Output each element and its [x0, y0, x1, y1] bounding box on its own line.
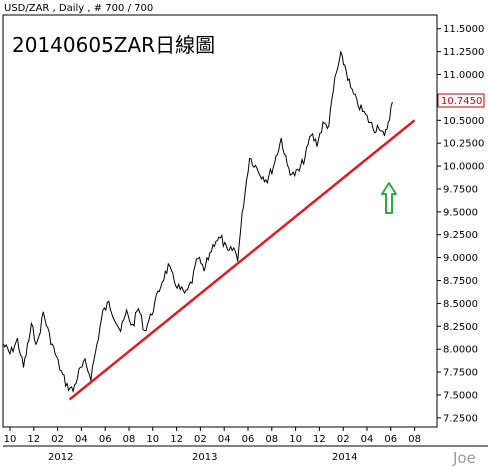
x-axis-ticks: 10 12 02 04 06 08 10 12 02 04 06 08 10 12 02 04 06 08 — [4, 427, 421, 445]
x-tick-label: 06 — [384, 434, 397, 445]
year-label-2014: 2014 — [332, 452, 357, 463]
y-tick-label: 7.7500 — [443, 368, 478, 379]
x-tick-label: 08 — [123, 434, 136, 445]
x-tick-label: 06 — [99, 434, 112, 445]
x-tick-label: 08 — [408, 434, 421, 445]
y-tick-label: 10.5000 — [443, 116, 484, 127]
y-tick-label: 9.5000 — [443, 207, 478, 218]
year-label-2012: 2012 — [48, 452, 73, 463]
y-tick-label: 11.2500 — [443, 47, 484, 58]
x-tick-label: 10 — [146, 434, 159, 445]
x-tick-label: 02 — [337, 434, 350, 445]
x-tick-label: 04 — [218, 434, 231, 445]
y-tick-label: 8.2500 — [443, 322, 478, 333]
x-tick-label: 04 — [75, 434, 88, 445]
x-tick-label: 02 — [194, 434, 207, 445]
year-label-2013: 2013 — [192, 452, 217, 463]
plot-frame — [3, 15, 437, 427]
y-tick-label: 11.0000 — [443, 70, 484, 81]
x-tick-label: 04 — [361, 434, 374, 445]
y-axis-ticks: 7.2500 7.5000 7.7500 8.0000 8.2500 8.5000 8.75… — [437, 24, 484, 424]
last-value-label: 10.7450 — [441, 96, 482, 107]
x-tick-label: 12 — [170, 434, 183, 445]
y-tick-label: 8.0000 — [443, 345, 478, 356]
y-tick-label: 7.5000 — [443, 390, 478, 401]
chart-header: USD/ZAR , Daily , # 700 / 700 — [4, 3, 153, 14]
x-tick-label: 10 — [289, 434, 302, 445]
watermark-text: Joe — [452, 449, 476, 467]
y-tick-label: 9.7500 — [443, 184, 478, 195]
chart-title: 20140605ZAR日線圖 — [12, 33, 215, 57]
x-tick-label: 08 — [265, 434, 278, 445]
x-tick-label: 12 — [313, 434, 326, 445]
y-tick-label: 9.0000 — [443, 253, 478, 264]
y-tick-label: 10.2500 — [443, 139, 484, 150]
y-tick-label: 10.0000 — [443, 162, 484, 173]
y-tick-label: 8.7500 — [443, 276, 478, 287]
y-tick-label: 9.2500 — [443, 230, 478, 241]
y-tick-label: 11.5000 — [443, 24, 484, 35]
x-tick-label: 10 — [4, 434, 17, 445]
x-tick-label: 12 — [27, 434, 40, 445]
y-tick-label: 8.5000 — [443, 299, 478, 310]
y-tick-label: 7.2500 — [443, 413, 478, 424]
x-tick-label: 02 — [51, 434, 64, 445]
x-tick-label: 06 — [242, 434, 255, 445]
